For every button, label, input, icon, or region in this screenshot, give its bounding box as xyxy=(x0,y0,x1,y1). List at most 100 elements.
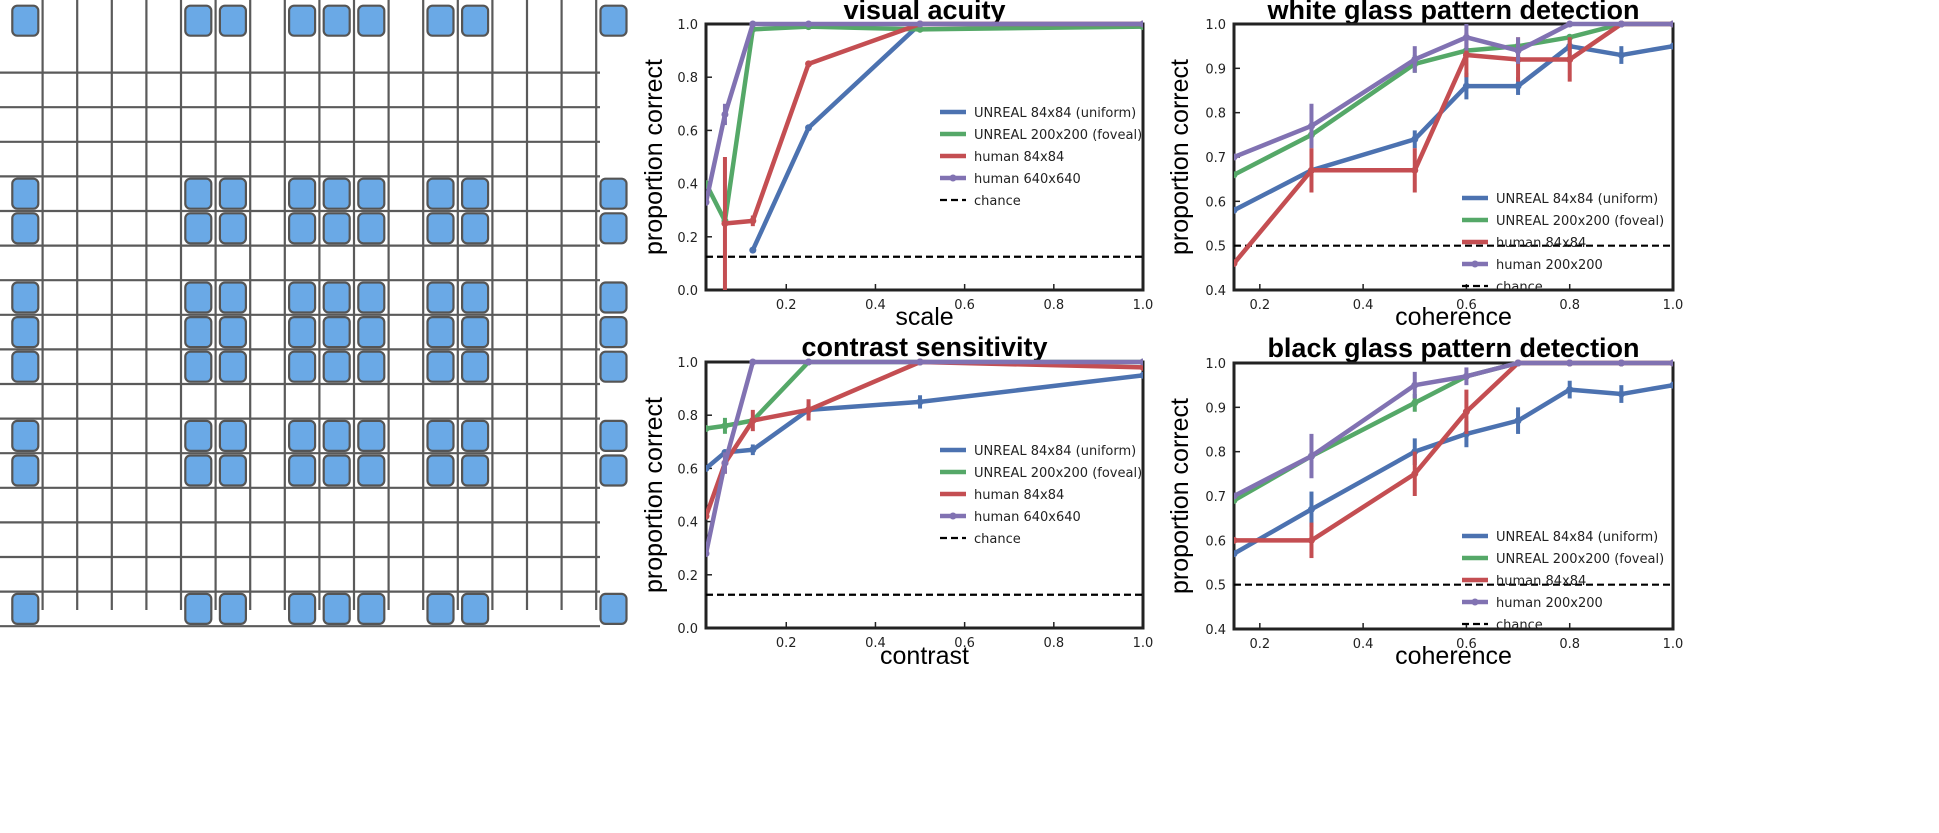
legend-label: human 84x84 xyxy=(1496,574,1586,589)
y-tick-label: 0.5 xyxy=(1205,579,1226,594)
data-point xyxy=(749,246,757,254)
grid-cell-square xyxy=(357,316,386,349)
grid-cell-square xyxy=(599,454,628,487)
series-human_high xyxy=(706,358,1143,558)
data-point xyxy=(1669,20,1673,28)
series-line xyxy=(1234,21,1673,265)
grid-cell-square xyxy=(218,592,247,626)
y-tick-label: 1.0 xyxy=(1205,357,1226,372)
grid-cell-square xyxy=(599,350,628,383)
data-point xyxy=(916,20,924,28)
grid-cell-square xyxy=(599,316,628,349)
y-tick-label: 0.2 xyxy=(677,569,698,584)
grid-cell-square xyxy=(218,4,247,37)
grid-cell-square xyxy=(288,177,317,210)
y-tick-label: 0.6 xyxy=(1205,534,1226,549)
y-tick-label: 0.8 xyxy=(677,71,698,86)
data-point xyxy=(706,198,710,206)
legend-label: human 640x640 xyxy=(974,172,1081,187)
data-point xyxy=(1307,505,1315,513)
data-point xyxy=(1669,381,1673,389)
grid-cell-square xyxy=(426,316,455,349)
x-tick-label: 0.2 xyxy=(1249,298,1270,313)
grid-cell-square xyxy=(461,281,490,314)
y-axis-label: proportion correct xyxy=(1166,398,1194,594)
y-tick-label: 1.0 xyxy=(677,356,698,371)
data-point xyxy=(805,406,813,414)
x-tick-label: 0.2 xyxy=(1249,637,1270,652)
data-point xyxy=(1234,492,1238,500)
grid-cell-square xyxy=(218,281,247,314)
series-line xyxy=(1234,360,1673,499)
data-point xyxy=(1307,452,1315,460)
y-tick-label: 0.9 xyxy=(1205,401,1226,416)
y-tick-label: 0.8 xyxy=(1205,107,1226,122)
grid-cell-square xyxy=(288,4,317,37)
data-point xyxy=(805,124,813,132)
grid-cell-square xyxy=(184,454,213,487)
grid-cell-square xyxy=(218,212,247,245)
x-tick-label: 0.8 xyxy=(1559,637,1580,652)
y-tick-label: 0.6 xyxy=(677,462,698,477)
data-point xyxy=(805,20,813,28)
data-point xyxy=(749,446,757,454)
y-tick-label: 0.0 xyxy=(677,284,698,299)
grid-cell-square xyxy=(11,4,40,37)
data-point xyxy=(749,417,757,425)
grid-cell-square xyxy=(426,4,455,37)
legend-label: UNREAL 200x200 (foveal) xyxy=(1496,214,1664,229)
grid-cell-square xyxy=(322,350,351,383)
legend-label: UNREAL 200x200 (foveal) xyxy=(974,128,1142,143)
grid-cell-square xyxy=(461,316,490,349)
legend-label: human 200x200 xyxy=(1496,258,1603,273)
data-point xyxy=(706,512,710,520)
grid-cell-square xyxy=(599,592,628,626)
legend-label: chance xyxy=(1496,280,1543,295)
x-tick-label: 0.2 xyxy=(776,298,797,313)
x-tick-label: 0.2 xyxy=(776,636,797,651)
y-tick-label: 0.9 xyxy=(1205,62,1226,77)
grid-cell-square xyxy=(218,419,247,452)
data-point xyxy=(916,358,924,366)
grid-cell-square xyxy=(426,281,455,314)
grid-cell-square xyxy=(184,212,213,245)
chart-title: white glass pattern detection xyxy=(1266,0,1639,25)
x-tick-label: 1.0 xyxy=(1663,298,1684,313)
grid-cell-square xyxy=(11,419,40,452)
data-point xyxy=(1566,359,1574,367)
series-line xyxy=(706,373,1143,471)
legend-label: chance xyxy=(974,532,1021,547)
grid-cell-square xyxy=(461,212,490,245)
data-point xyxy=(1514,47,1522,55)
grid-cell-square xyxy=(218,177,247,210)
data-point xyxy=(1139,363,1143,371)
legend-label: human 84x84 xyxy=(1496,236,1586,251)
y-tick-label: 0.0 xyxy=(677,622,698,637)
legend-label: UNREAL 200x200 (foveal) xyxy=(974,466,1142,481)
grid-cell-square xyxy=(322,177,351,210)
data-point xyxy=(1307,166,1315,174)
data-point xyxy=(721,220,729,227)
grid-cell-square xyxy=(426,212,455,245)
x-tick-label: 0.4 xyxy=(865,636,886,651)
series-line xyxy=(1234,360,1673,503)
grid-cell-square xyxy=(426,177,455,210)
y-tick-label: 0.4 xyxy=(1205,284,1226,299)
legend: UNREAL 84x84 (uniform) UNREAL 200x200 (fo… xyxy=(940,106,1142,209)
legend: UNREAL 84x84 (uniform) UNREAL 200x200 (fo… xyxy=(940,444,1142,547)
x-axis-label: scale xyxy=(895,303,953,331)
series-line xyxy=(1234,382,1673,556)
series-unreal_uniform xyxy=(1234,37,1673,214)
grid-cell-square xyxy=(184,350,213,383)
series-human_high xyxy=(706,20,1143,206)
grid-cell-square xyxy=(357,4,386,37)
x-tick-label: 0.4 xyxy=(865,298,886,313)
grid-cell-square xyxy=(288,454,317,487)
series-line xyxy=(1234,21,1673,160)
data-point xyxy=(1514,359,1522,367)
grid-cell-square xyxy=(288,212,317,245)
y-tick-label: 0.8 xyxy=(677,409,698,424)
grid-cell-square xyxy=(288,419,317,452)
series-human_high xyxy=(1234,20,1673,161)
